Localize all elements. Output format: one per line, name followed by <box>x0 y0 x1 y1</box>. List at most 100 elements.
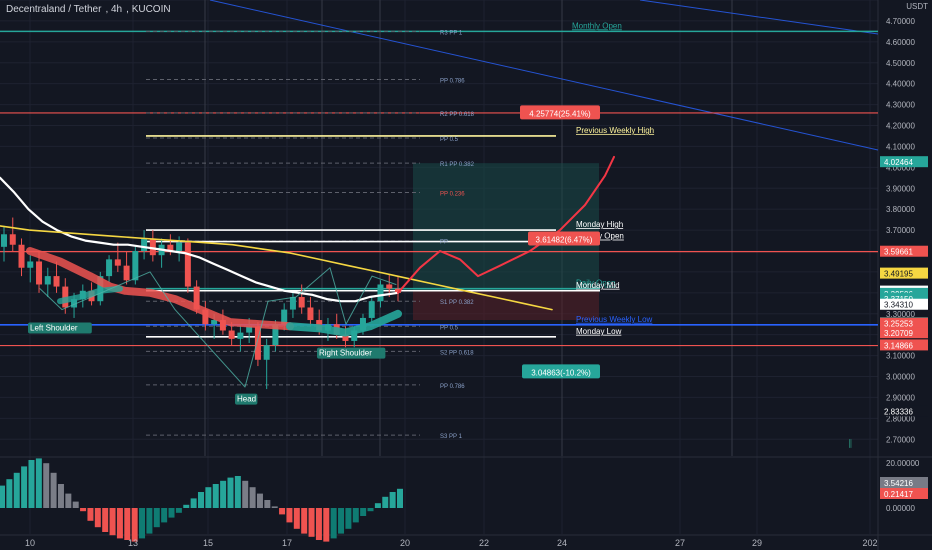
candle-body <box>132 251 139 281</box>
price-tag-value: 3.49195 <box>884 270 913 279</box>
y-tick-label: 4.20000 <box>886 122 915 131</box>
price-tag-value: 3.59661 <box>884 248 913 257</box>
target-label-mid: 3.61482(6.47%) <box>536 236 593 245</box>
candle <box>149 230 156 262</box>
oscillator-tick-label: 0.00000 <box>886 504 915 513</box>
histogram-bar <box>153 508 160 528</box>
pattern-label-head: Head <box>237 395 256 404</box>
candle-body <box>36 261 43 285</box>
histogram-bar <box>43 463 50 508</box>
candle-body <box>167 244 174 252</box>
histogram-bar <box>116 508 123 539</box>
candle <box>141 230 148 260</box>
candle <box>9 217 16 252</box>
candle-body <box>368 301 375 318</box>
histogram-bar <box>94 508 101 528</box>
histogram-bar <box>338 508 345 534</box>
histogram-bar <box>352 508 359 523</box>
head-and-shoulders-outline <box>39 267 397 388</box>
x-tick-label: 22 <box>479 538 489 548</box>
target-label-up-bg <box>520 105 600 120</box>
candle <box>377 280 384 308</box>
candle-body <box>272 324 279 346</box>
x-tick-label: 17 <box>282 538 292 548</box>
histogram-bar <box>234 476 241 508</box>
candle <box>106 255 113 283</box>
histogram-bar <box>279 508 286 515</box>
histogram-bar <box>175 508 182 513</box>
y-tick-label: 4.60000 <box>886 38 915 47</box>
histogram-bar <box>256 493 263 508</box>
y-tick-label: 3.30000 <box>886 310 915 319</box>
price-tag-bg <box>880 156 928 168</box>
candle-body <box>114 259 121 266</box>
y-tick-label: 2.90000 <box>886 393 915 402</box>
level-label: Monday High <box>576 220 623 229</box>
candle-body <box>149 238 156 256</box>
histogram-bar <box>360 508 367 516</box>
candle <box>1 225 7 262</box>
long-position-stop-zone <box>413 290 599 321</box>
level-label: Monthly Open <box>572 21 622 30</box>
currency-label: USDT <box>906 2 928 11</box>
target-label-down: 3.04863(-10.2%) <box>531 368 591 377</box>
y-tick-label: 4.00000 <box>886 163 915 172</box>
candle-body <box>342 334 349 341</box>
price-tag-bg <box>880 292 928 304</box>
candle <box>184 238 191 293</box>
moving-average-white <box>0 176 400 303</box>
candle-body <box>1 234 7 247</box>
x-tick-label: 202 <box>862 538 877 548</box>
pivot-label: S2 PP 0.618 <box>440 350 474 356</box>
pivot-label: PP 0.786 <box>440 78 465 84</box>
price-tag-value: 3.34310 <box>884 301 913 310</box>
pivot-label: S3 PP 1 <box>440 434 463 440</box>
pivot-label: PP 0.786 <box>440 384 465 390</box>
candle-body <box>377 284 384 302</box>
price-tag-bg <box>880 298 928 310</box>
candle <box>254 322 261 367</box>
price-tag-bg <box>880 405 928 417</box>
y-tick-label: 3.00000 <box>886 373 915 382</box>
pattern-label-head-bg <box>235 393 258 405</box>
target-label-down-bg <box>522 364 600 379</box>
candle <box>395 276 401 302</box>
histogram-bar <box>13 472 20 508</box>
histogram-bar <box>249 487 256 508</box>
candle-body <box>351 330 358 341</box>
histogram-bar <box>65 493 72 508</box>
oscillator-tag-value: 0.21417 <box>884 490 913 499</box>
candle-body <box>176 242 183 252</box>
candle-body <box>53 276 60 287</box>
histogram-bar <box>198 492 204 508</box>
x-tick-label: 27 <box>675 538 685 548</box>
x-tick-label: 13 <box>128 538 138 548</box>
timeframe[interactable]: 4h <box>111 4 123 15</box>
histogram-bar <box>242 480 249 508</box>
histogram-bar <box>315 508 322 540</box>
price-tag-value: 2.83336 <box>884 407 913 416</box>
histogram-bar <box>21 466 28 508</box>
candle <box>237 324 244 352</box>
candle <box>368 297 375 323</box>
price-tag-bg <box>880 339 928 351</box>
pivot-label: R2 PP 0.618 <box>440 112 475 118</box>
candle-body <box>298 297 305 308</box>
oscillator-tag-bg <box>880 488 928 499</box>
price-tag-value: 4.02464 <box>884 158 913 167</box>
histogram-bar <box>212 484 219 508</box>
histogram-bar <box>293 508 300 529</box>
candle <box>123 251 130 285</box>
histogram-bar <box>102 508 109 532</box>
price-tag-value: 3.14866 <box>884 341 913 350</box>
histogram-bar <box>35 458 42 508</box>
downtrend-line-upper <box>639 0 879 35</box>
candle <box>298 284 305 314</box>
candle-body <box>106 259 113 277</box>
y-tick-label: 4.30000 <box>886 101 915 110</box>
candle-body <box>184 242 191 287</box>
histogram-bar <box>183 504 190 508</box>
histogram-bar <box>227 477 234 508</box>
histogram-bar <box>80 508 87 512</box>
